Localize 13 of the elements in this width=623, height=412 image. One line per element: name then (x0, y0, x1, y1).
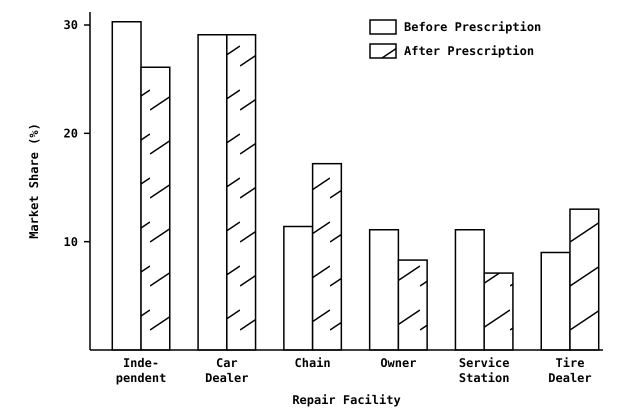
x-tick-label: Car Dealer (205, 356, 248, 385)
y-tick-label: 30 (64, 18, 78, 32)
x-tick-label: Tire Dealer (548, 356, 592, 385)
y-tick-label: 20 (64, 126, 78, 141)
y-tick-label: 10 (64, 234, 78, 249)
x-tick-label: Inde- pendent (116, 356, 166, 385)
y-axis-title: Market Share (%) (27, 123, 41, 239)
x-tick-label: Owner (380, 356, 416, 370)
x-axis-title: Repair Facility (292, 393, 401, 407)
x-tick-label: Service Station (458, 356, 510, 385)
legend-label: After Prescription (404, 44, 534, 58)
x-tick-label: Chain (294, 356, 331, 370)
legend-label: Before Prescription (404, 20, 542, 34)
